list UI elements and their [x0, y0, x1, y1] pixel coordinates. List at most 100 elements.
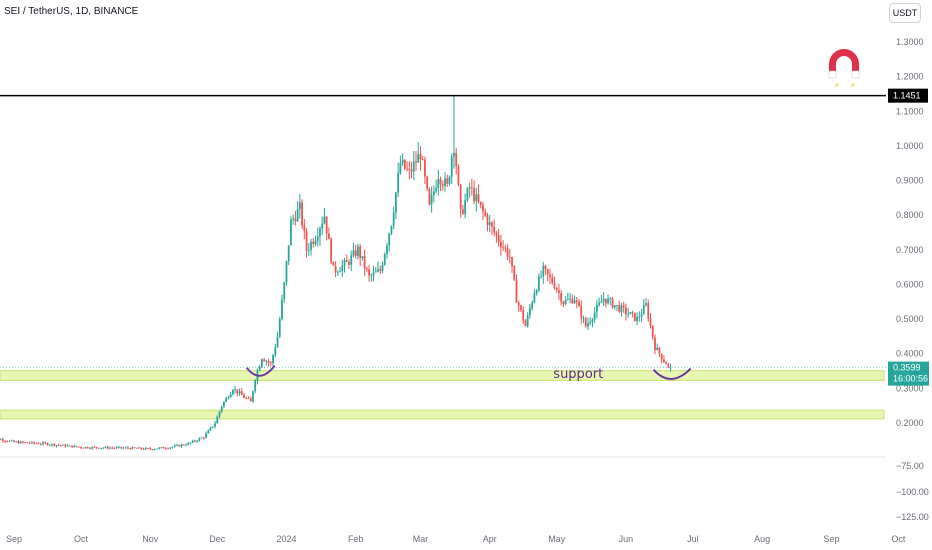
candle [459, 183, 462, 218]
price-axis[interactable]: 1.3000 1.2000 1.1000 1.0000 0.9000 0.8000 0.70… [888, 37, 929, 522]
candle [133, 447, 136, 449]
candle-body [10, 440, 13, 442]
candle [57, 443, 60, 447]
candle-body [274, 347, 277, 356]
candle-body [348, 261, 350, 265]
time-axis[interactable]: Sep Oct Nov Dec 2024 Feb Mar Apr May Jun Jul Aug Sep… [6, 534, 906, 544]
support-zone [0, 409, 885, 420]
candle-body [379, 269, 382, 271]
candle [269, 360, 272, 367]
candle [618, 300, 621, 314]
candle-body [240, 391, 243, 395]
oscillator-tick-label: −125.00 [896, 512, 929, 522]
candle-body [477, 194, 480, 202]
candle-body [555, 288, 558, 291]
currency-button[interactable]: USDT [889, 3, 921, 23]
candle [249, 396, 252, 402]
candle [428, 187, 431, 206]
candle [238, 388, 241, 397]
price-tick-label: 0.4000 [896, 349, 924, 359]
candle-body [486, 215, 489, 226]
candle-body [229, 394, 232, 398]
candle-body [446, 178, 449, 184]
candle [569, 292, 571, 304]
candle [51, 443, 53, 447]
candle [386, 242, 388, 259]
countdown-label: 16:00:56 [893, 374, 928, 384]
candle-body [100, 447, 102, 449]
candle [48, 444, 51, 447]
time-tick-label: Mar [413, 534, 429, 544]
candle [245, 396, 248, 400]
candle [281, 294, 283, 321]
candle [102, 447, 105, 449]
candle [182, 444, 185, 446]
candle [247, 396, 250, 400]
candle-body [403, 159, 406, 169]
candle-body [381, 264, 384, 271]
candle [71, 445, 73, 449]
candle [399, 155, 402, 175]
candle [455, 148, 458, 175]
candle-body [598, 302, 601, 306]
candle-body [17, 441, 20, 444]
candle-body [604, 298, 607, 304]
candle-body [533, 293, 536, 303]
svg-text:⚡: ⚡ [850, 81, 856, 90]
candle [216, 415, 219, 424]
candle [86, 446, 89, 449]
candle [629, 311, 632, 315]
candle-body [120, 446, 123, 449]
candle [124, 446, 127, 449]
candle [310, 238, 312, 256]
candle-body [4, 440, 6, 442]
candle [558, 283, 560, 300]
candle-body [160, 447, 163, 449]
candle [194, 439, 196, 443]
candle [524, 319, 527, 327]
candle-body [8, 440, 11, 442]
candle-body [352, 250, 355, 256]
candle-body [323, 216, 326, 224]
candle [37, 442, 40, 445]
candle [240, 388, 243, 396]
candle-body [62, 444, 65, 446]
candle-body [663, 359, 665, 363]
candle-body [462, 209, 464, 214]
candle-body [502, 247, 504, 249]
candle [178, 444, 181, 447]
candle-body [104, 446, 107, 448]
candle [591, 317, 594, 328]
candle-body [285, 261, 288, 283]
candle-body [508, 256, 511, 258]
candle [462, 205, 464, 215]
candle [566, 292, 569, 301]
candle [1, 437, 4, 443]
candle [486, 212, 489, 232]
candle-body [86, 447, 89, 449]
candle-body [84, 447, 87, 449]
candle [513, 264, 516, 281]
price-tick-label: 1.1000 [896, 106, 924, 116]
price-tick-label: 0.8000 [896, 210, 924, 220]
candle-body [424, 159, 426, 177]
candle [187, 441, 190, 446]
candle [379, 265, 382, 274]
candle [4, 440, 6, 443]
candle [647, 299, 650, 322]
candle [19, 440, 22, 444]
candle [348, 259, 350, 269]
candle [196, 439, 199, 443]
candle [437, 169, 440, 196]
candle-body [667, 364, 670, 368]
candle [493, 219, 496, 237]
candle-body [35, 443, 38, 444]
magnet-icon[interactable]: ⚡ ⚡ [828, 49, 860, 90]
candle-body [654, 337, 656, 350]
candle-body [238, 391, 241, 394]
candle [138, 446, 140, 449]
candle [560, 290, 563, 306]
candle [640, 308, 643, 322]
candle-body [542, 265, 545, 277]
